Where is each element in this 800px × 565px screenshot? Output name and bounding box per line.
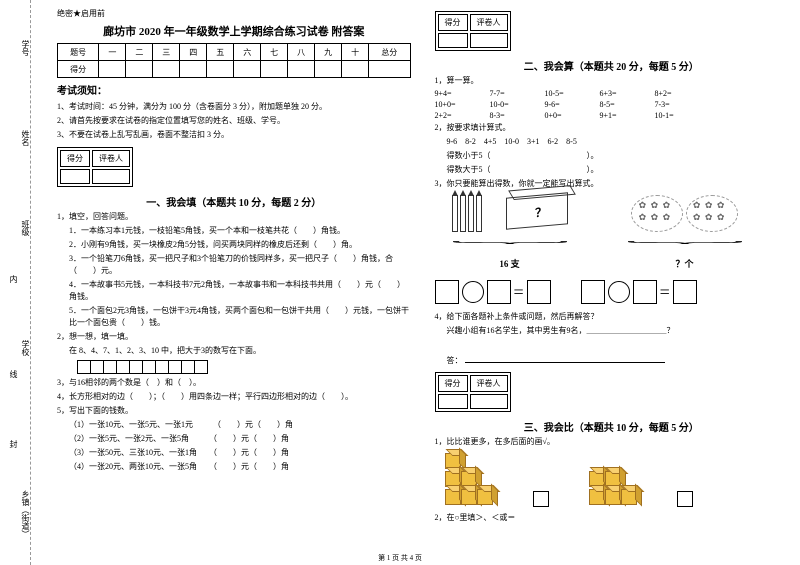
- s1: 1，比比谁更多，在多后面的画√。: [435, 436, 789, 448]
- right-column: 得分评卷人 二、我会算（本题共 20 分，每题 5 分） 1，算一算。 9+4=…: [423, 0, 800, 565]
- r3: 3，你只要能算出得数，你就一定能写出算式。: [435, 178, 789, 190]
- q1-item: 5．一个面包2元3角钱，一包饼干3元4角钱，买两个面包和一包饼干共用（ ）元钱，…: [69, 305, 411, 329]
- flowers-icon: [686, 195, 738, 232]
- notice-title: 考试须知：: [57, 82, 411, 97]
- calc-row: 2+2=8-3=0+0=9+1=10-1=: [435, 111, 789, 120]
- score-box: 得分评卷人: [435, 11, 511, 51]
- box-icon: ？: [506, 192, 568, 229]
- page-footer: 第 1 页 共 4 页: [0, 553, 800, 563]
- calc-row: 9+4=7-7=10-5=6+3=8+2=: [435, 89, 789, 98]
- blank-square: [435, 280, 459, 304]
- blank-square: [527, 280, 551, 304]
- margin-label: 学号: [20, 40, 31, 56]
- blank-circle: [608, 281, 630, 303]
- answer-line: [465, 352, 665, 363]
- checkbox: [533, 491, 549, 507]
- score-box: 得分评卷人: [435, 372, 511, 412]
- blank-circle: [462, 281, 484, 303]
- q1-item: 4．一本故事书5元钱，一本科技书7元2角钱，一本故事书和一本科技书共用（ ）元（…: [69, 279, 411, 303]
- blank-square: [487, 280, 511, 304]
- q5-item: （1）一张10元、一张5元、一张1元 （ ）元（ ）角: [69, 419, 411, 431]
- picture-row: ？ ︸ 16 支 ︸ ？个: [435, 195, 789, 270]
- margin-hint: 封: [8, 440, 19, 448]
- score-box: 得分评卷人: [57, 147, 133, 187]
- r2: 2，按要求填计算式。: [435, 122, 789, 134]
- notice-item: 3、不要在试卷上乱写乱画，卷面不整洁扣 3 分。: [57, 129, 411, 140]
- q1-item: 3．一个铅笔刀6角钱，买一把尺子和3个铅笔刀的价钱同样多，买一把尺子（ ）角钱，…: [69, 253, 411, 277]
- left-column: 绝密★启用前 廊坊市 2020 年一年级数学上学期综合练习试卷 附答案 题号 一…: [45, 0, 423, 565]
- section2-title: 二、我会算（本题共 20 分，每题 5 分）: [435, 58, 789, 73]
- r4-ans: 答：: [447, 356, 463, 365]
- secret-label: 绝密★启用前: [57, 8, 411, 19]
- dash-line: [30, 0, 31, 565]
- binding-margin: 学号 姓名 班级 学校 乡镇（街道） 内 线 封: [0, 0, 45, 565]
- margin-hint: 内: [8, 275, 19, 283]
- q2-sub: 在 8、4、7、1、2、3、10 中，把大于3的数写在下面。: [69, 345, 411, 357]
- margin-hint: 线: [8, 370, 19, 378]
- section3-title: 三、我会比（本题共 10 分，每题 5 分）: [435, 419, 789, 434]
- pencils-icon: [451, 195, 483, 234]
- margin-label: 学校: [20, 340, 31, 356]
- margin-label: 姓名: [20, 130, 31, 146]
- r2-item: 9-6 8-2 4+5 10-0 3+1 6-2 8-5: [447, 136, 789, 148]
- calc-row: 10+0=10-0=9-6=8-5=7-3=: [435, 100, 789, 109]
- q1-item: 1．一本练习本1元钱，一枝铅笔5角钱，买一个本和一枝笔共花（ ）角钱。: [69, 225, 411, 237]
- notice-item: 1、考试时间：45 分钟，满分为 100 分（含卷面分 3 分），附加题单独 2…: [57, 101, 411, 112]
- r4-text: 兴趣小组有16名学生，其中男生有9名，＿＿＿＿＿＿＿＿＿＿？: [447, 325, 789, 337]
- flowers-icon: [631, 195, 683, 232]
- q2: 2，想一想，填一填。: [57, 331, 411, 343]
- q5-item: （2）一张5元、一张2元、一张5角 （ ）元（ ）角: [69, 433, 411, 445]
- r2-item: 得数大于5（ ）。: [447, 164, 789, 176]
- blank-square: [633, 280, 657, 304]
- exam-title: 廊坊市 2020 年一年级数学上学期综合练习试卷 附答案: [57, 23, 411, 39]
- section1-title: 一、我会填（本题共 10 分，每题 2 分）: [57, 194, 411, 209]
- q4: 4，长方形相对的边（ ）；（ ）用四条边一样；平行四边形相对的边（ ）。: [57, 391, 411, 403]
- q1: 1，填空，回答问题。: [57, 211, 411, 223]
- notice-item: 2、请首先按要求在试卷的指定位置填写您的姓名、班级、学号。: [57, 115, 411, 126]
- q5-item: （4）一张20元、两张10元、一张5角 （ ）元（ ）角: [69, 461, 411, 473]
- r2-item: 得数小于5（ ）。: [447, 150, 789, 162]
- q3: 3，与16相邻的两个数是（ ）和（ ）。: [57, 377, 411, 389]
- s2: 2，在○里填＞、＜或＝: [435, 512, 789, 524]
- cubes-row: [445, 453, 779, 507]
- q5-item: （3）一张50元、三张10元、一张1角 （ ）元（ ）角: [69, 447, 411, 459]
- equation-row: = =: [435, 275, 789, 309]
- r1: 1，算一算。: [435, 75, 789, 87]
- r3-q: ？个: [610, 257, 760, 270]
- blank-square: [581, 280, 605, 304]
- brace-icon: ︸: [235, 238, 800, 253]
- blank-square: [673, 280, 697, 304]
- r4: 4，给下面各题补上条件或问题，然后再解答？: [435, 311, 789, 323]
- q5: 5，写出下面的钱数。: [57, 405, 411, 417]
- checkbox: [677, 491, 693, 507]
- margin-label: 乡镇（街道）: [20, 490, 31, 538]
- answer-grid: [77, 360, 411, 374]
- r3-label: 16 支: [435, 257, 585, 270]
- score-table: 题号 一 二 三 四 五 六 七 八 九 十 总分 得分: [57, 43, 411, 78]
- margin-label: 班级: [20, 220, 31, 236]
